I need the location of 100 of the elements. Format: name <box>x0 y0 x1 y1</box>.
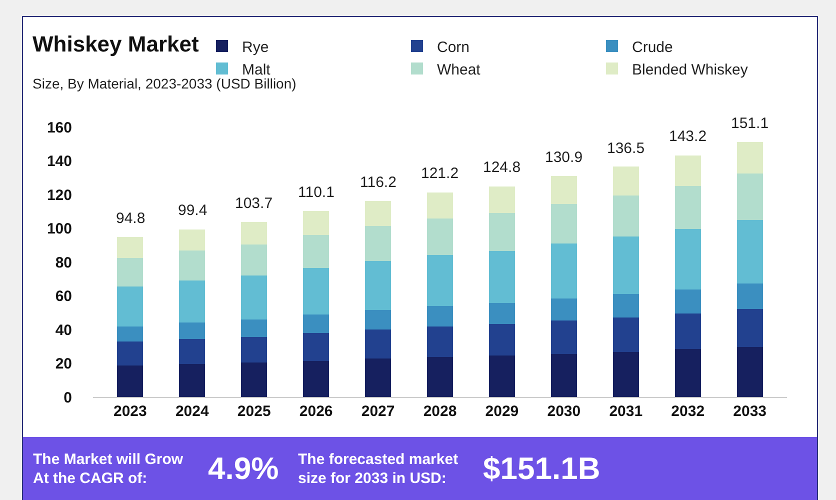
bar <box>550 243 577 298</box>
bar <box>674 289 701 314</box>
bar <box>179 229 206 250</box>
x-tick-label: 2027 <box>361 403 395 420</box>
bar <box>241 336 268 363</box>
bar <box>179 339 206 364</box>
bar <box>365 226 392 261</box>
bar <box>488 355 515 397</box>
text: 4.9% <box>208 451 280 487</box>
bar <box>488 303 515 324</box>
bar <box>365 330 392 359</box>
legend-label: Malt <box>242 61 272 78</box>
bar <box>179 250 206 281</box>
y-tick-label: 60 <box>55 288 72 305</box>
bar <box>365 260 392 310</box>
total-label: 116.2 <box>360 174 396 191</box>
bar <box>488 324 515 356</box>
bar <box>674 228 701 290</box>
bar <box>117 286 144 326</box>
bar <box>365 200 392 226</box>
total-label: 136.5 <box>607 140 645 157</box>
bar <box>117 342 144 366</box>
bar <box>179 280 206 322</box>
bar <box>736 308 763 348</box>
bar <box>488 251 515 304</box>
bar <box>550 298 577 321</box>
bar <box>117 237 144 258</box>
y-tick-label: 120 <box>46 186 72 204</box>
bar <box>303 314 330 333</box>
bar <box>426 357 454 397</box>
bar <box>736 220 763 284</box>
bar <box>612 318 639 352</box>
text: The Market will Grow At the CAGR of: <box>33 450 184 488</box>
bar <box>365 310 392 330</box>
text: $151.1B <box>483 451 602 487</box>
bar <box>426 255 454 306</box>
total-label: 130.9 <box>545 149 583 166</box>
bar <box>303 332 330 361</box>
total-label: 124.8 <box>483 159 521 176</box>
bar <box>612 196 639 237</box>
bar <box>426 306 454 326</box>
x-tick-label: 2031 <box>609 403 643 420</box>
bar <box>303 235 330 268</box>
bar <box>179 364 206 397</box>
total-label: 143.2 <box>669 128 707 145</box>
text: The forecasted market size for 2033 in USD: <box>298 450 460 488</box>
bar <box>550 320 577 354</box>
bar <box>612 236 639 294</box>
total-label: 110.1 <box>298 184 334 201</box>
bar <box>550 176 577 204</box>
bar <box>674 313 701 350</box>
bar <box>303 360 330 397</box>
bar <box>365 358 392 397</box>
bar <box>736 142 763 174</box>
legend-label: Wheat <box>437 61 482 78</box>
bar <box>550 204 577 244</box>
x-tick-label: 2026 <box>299 403 333 420</box>
y-tick-label: 140 <box>46 153 72 170</box>
x-tick-label: 2030 <box>547 403 581 420</box>
bar <box>550 354 577 397</box>
legend-label: Rye <box>242 38 269 56</box>
y-tick-label: 80 <box>55 254 72 272</box>
bar <box>736 347 763 397</box>
bar <box>736 283 763 309</box>
x-tick-label: 2033 <box>733 403 767 420</box>
bar <box>241 362 268 397</box>
x-tick-label: 2025 <box>237 403 271 420</box>
bar <box>426 218 454 256</box>
y-tick-label: 20 <box>55 356 72 372</box>
bar <box>674 155 701 186</box>
bar <box>674 349 701 397</box>
total-label: 99.4 <box>178 202 208 219</box>
bar <box>674 186 701 229</box>
total-label: 151.1 <box>731 115 769 132</box>
bar <box>736 174 763 220</box>
total-label: 94.8 <box>116 210 146 227</box>
bar <box>612 352 639 397</box>
bar <box>612 166 639 196</box>
bar <box>241 222 268 244</box>
bar <box>426 192 454 219</box>
bar <box>117 366 144 397</box>
legend-label: Blended Whiskey <box>632 61 748 78</box>
bar <box>241 320 268 337</box>
legend-label: Crude <box>632 38 673 56</box>
bar <box>488 212 515 252</box>
x-tick-label: 2024 <box>175 403 210 420</box>
y-tick-label: 160 <box>46 119 72 136</box>
total-label: 103.7 <box>235 195 273 212</box>
bar <box>179 322 206 340</box>
bar <box>117 258 144 286</box>
bar <box>303 211 330 235</box>
total-label: 121.2 <box>421 165 459 182</box>
y-tick-label: 0 <box>64 389 72 406</box>
x-tick-label: 2032 <box>671 403 705 420</box>
bar <box>241 275 268 320</box>
chart-title: Whiskey Market <box>32 31 200 56</box>
y-tick-label: 100 <box>46 220 72 238</box>
chart-subtitle: Size, By Material, 2023-2033 (USD Billion) <box>32 76 296 92</box>
bar <box>117 326 144 342</box>
x-tick-label: 2029 <box>485 403 519 420</box>
